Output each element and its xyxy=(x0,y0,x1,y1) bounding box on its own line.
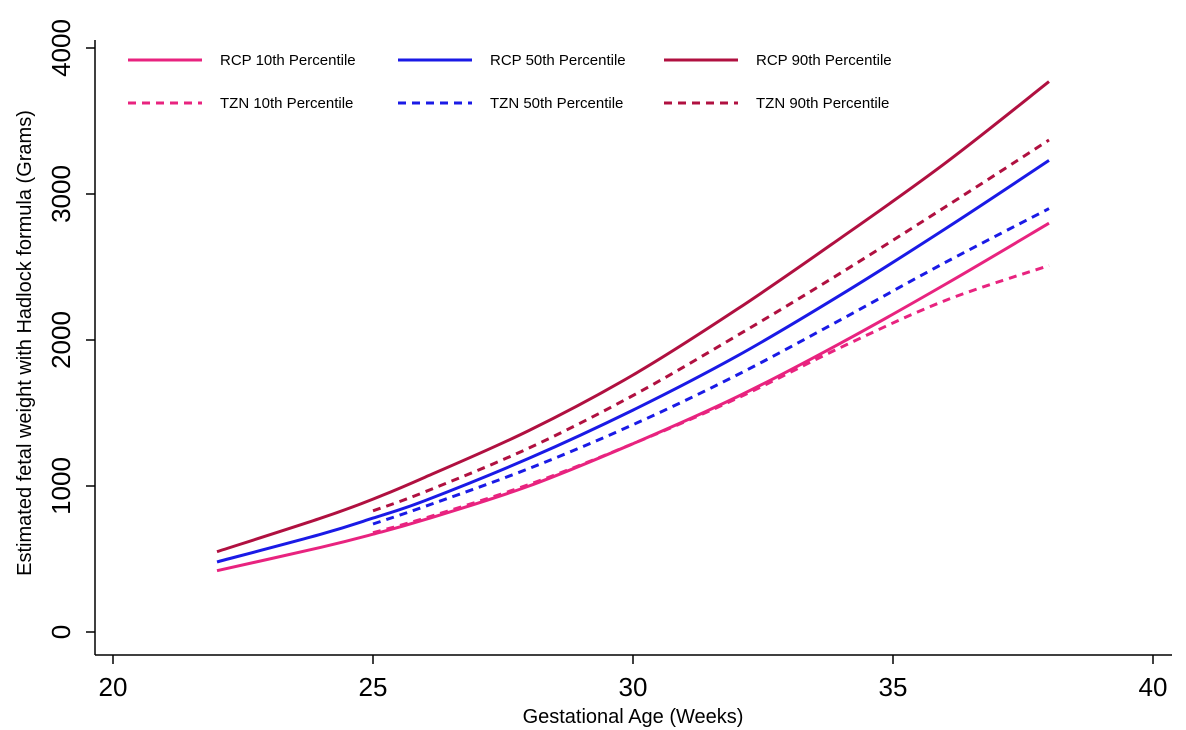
x-tick-label: 30 xyxy=(619,672,648,702)
series-line-rcp-10th-percentile xyxy=(216,221,1050,573)
x-tick-label: 25 xyxy=(359,672,388,702)
y-tick-label: 0 xyxy=(46,625,76,639)
y-tick-label: 1000 xyxy=(46,457,76,515)
series-line-tzn-90th-percentile xyxy=(372,138,1050,513)
legend-label-tzn-50th-percentile: TZN 50th Percentile xyxy=(490,95,623,112)
series-line-rcp-50th-percentile xyxy=(216,159,1050,564)
y-tick-label: 3000 xyxy=(46,165,76,223)
series-layer xyxy=(216,80,1050,573)
y-axis-title: Estimated fetal weight with Hadlock form… xyxy=(14,110,36,576)
x-tick-label: 35 xyxy=(879,672,908,702)
legend-label-rcp-90th-percentile: RCP 90th Percentile xyxy=(756,52,892,69)
series-line-tzn-10th-percentile xyxy=(372,264,1050,535)
series-line-rcp-90th-percentile xyxy=(216,80,1050,554)
x-tick-label: 40 xyxy=(1139,672,1168,702)
x-tick-label: 20 xyxy=(99,672,128,702)
legend-label-rcp-10th-percentile: RCP 10th Percentile xyxy=(220,52,356,69)
y-tick-label: 4000 xyxy=(46,19,76,77)
x-axis-ticks: 20 25 30 35 40 xyxy=(99,655,1168,702)
x-axis-title: Gestational Age (Weeks) xyxy=(523,706,744,728)
legend-label-rcp-50th-percentile: RCP 50th Percentile xyxy=(490,52,626,69)
y-axis-ticks: 0 1000 2000 3000 4000 xyxy=(46,19,95,639)
series-line-tzn-50th-percentile xyxy=(372,207,1050,526)
y-tick-label: 2000 xyxy=(46,311,76,369)
legend-label-tzn-10th-percentile: TZN 10th Percentile xyxy=(220,95,353,112)
legend-label-tzn-90th-percentile: TZN 90th Percentile xyxy=(756,95,889,112)
legend: RCP 10th Percentile RCP 50th Percentile RC… xyxy=(128,52,892,112)
